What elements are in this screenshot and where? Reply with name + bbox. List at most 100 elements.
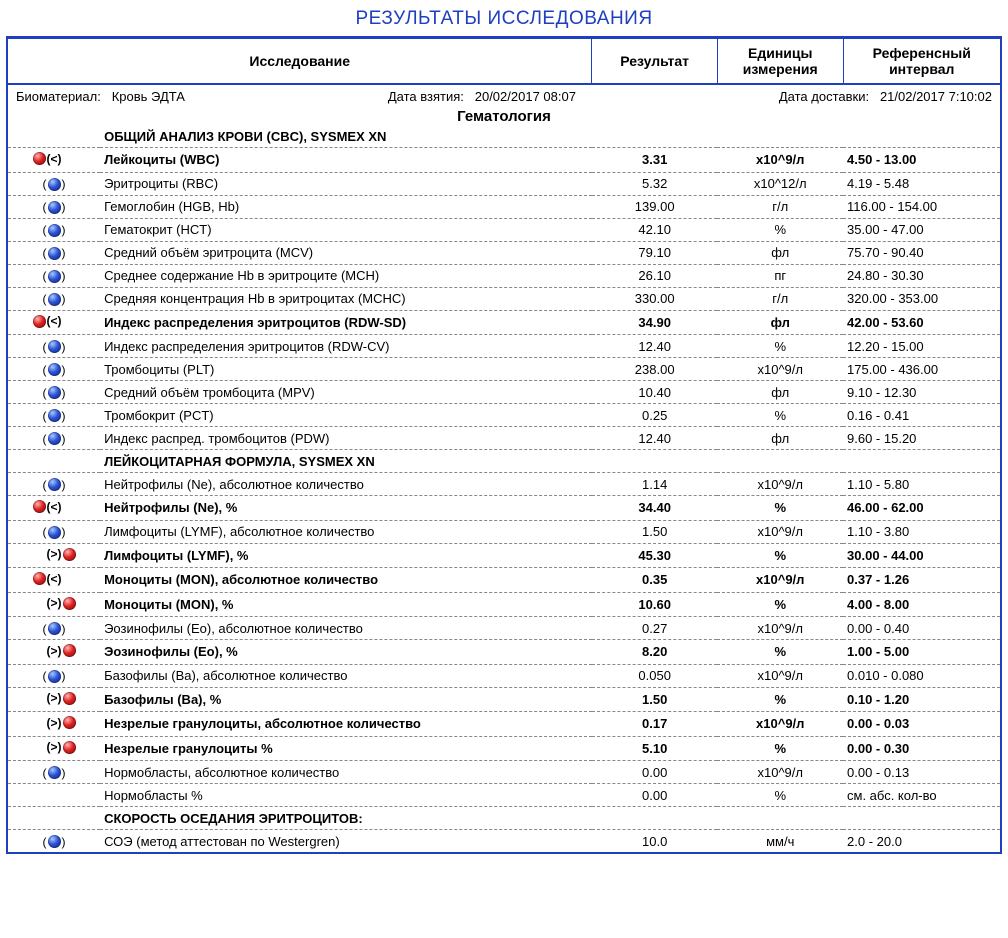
flag-normal-icon bbox=[48, 293, 61, 306]
param-result: 330.00 bbox=[592, 287, 718, 310]
param-reference: 4.00 - 8.00 bbox=[843, 592, 1000, 617]
result-row: ()Средний объём эритроцита (MCV)79.10фл7… bbox=[8, 241, 1000, 264]
flag-normal-icon bbox=[48, 622, 61, 635]
param-reference: 0.00 - 0.40 bbox=[843, 617, 1000, 640]
param-reference: 0.37 - 1.26 bbox=[843, 568, 1000, 593]
flag-high-paren: (>) bbox=[47, 691, 62, 705]
result-row: ()Тромбокрит (PCT)0.25%0.16 - 0.41 bbox=[8, 404, 1000, 427]
group-header: ЛЕЙКОЦИТАРНАЯ ФОРМУЛА, SYSMEX XN bbox=[8, 450, 1000, 473]
param-unit: x10^9/л bbox=[717, 148, 843, 173]
group-header: ОБЩИЙ АНАЛИЗ КРОВИ (CBC), SYSMEX XN bbox=[8, 125, 1000, 148]
result-row: Нормобласты %0.00%см. абс. кол-во bbox=[8, 784, 1000, 807]
param-name: Базофилы (Ba), абсолютное количество bbox=[100, 664, 592, 687]
param-name: Лимфоциты (LYMF), абсолютное количество bbox=[100, 520, 592, 543]
param-name: Нормобласты % bbox=[100, 784, 592, 807]
param-unit: % bbox=[717, 543, 843, 568]
param-reference: 30.00 - 44.00 bbox=[843, 543, 1000, 568]
date-taken-value: 20/02/2017 08:07 bbox=[475, 89, 576, 104]
param-unit: x10^9/л bbox=[717, 568, 843, 593]
col-research: Исследование bbox=[8, 39, 592, 84]
param-unit: x10^9/л bbox=[717, 473, 843, 496]
column-headers: Исследование Результат Единицы измерения… bbox=[8, 38, 1000, 84]
param-result: 0.35 bbox=[592, 568, 718, 593]
param-unit: x10^9/л bbox=[717, 712, 843, 737]
param-reference: 9.10 - 12.30 bbox=[843, 381, 1000, 404]
param-unit: % bbox=[717, 736, 843, 761]
param-result: 34.90 bbox=[592, 310, 718, 335]
param-reference: 320.00 - 353.00 bbox=[843, 287, 1000, 310]
param-result: 238.00 bbox=[592, 358, 718, 381]
result-row: ()Лимфоциты (LYMF), абсолютное количеств… bbox=[8, 520, 1000, 543]
meta-date-taken: Дата взятия: 20/02/2017 08:07 bbox=[388, 89, 576, 104]
param-unit: x10^9/л bbox=[717, 358, 843, 381]
flag-normal-icon bbox=[48, 340, 61, 353]
result-row: (>)Незрелые гранулоциты %5.10%0.00 - 0.3… bbox=[8, 736, 1000, 761]
result-row: (>)Незрелые гранулоциты, абсолютное коли… bbox=[8, 712, 1000, 737]
param-unit: г/л bbox=[717, 287, 843, 310]
flag-low-icon bbox=[33, 152, 46, 165]
param-unit: x10^12/л bbox=[717, 172, 843, 195]
result-row: (<)Нейтрофилы (Ne), %34.40%46.00 - 62.00 bbox=[8, 496, 1000, 521]
flag-low-paren: (<) bbox=[47, 500, 62, 514]
flag-high-paren: (>) bbox=[47, 716, 62, 730]
result-row: ()Индекс распред. тромбоцитов (PDW)12.40… bbox=[8, 427, 1000, 450]
param-unit: фл bbox=[717, 241, 843, 264]
flag-low-paren: (<) bbox=[47, 152, 62, 166]
param-unit: фл bbox=[717, 381, 843, 404]
param-result: 0.17 bbox=[592, 712, 718, 737]
result-row: (>)Эозинофилы (Eo), %8.20%1.00 - 5.00 bbox=[8, 640, 1000, 665]
group-header: СКОРОСТЬ ОСЕДАНИЯ ЭРИТРОЦИТОВ: bbox=[8, 807, 1000, 830]
param-result: 0.25 bbox=[592, 404, 718, 427]
param-result: 79.10 bbox=[592, 241, 718, 264]
param-result: 1.50 bbox=[592, 687, 718, 712]
param-name: Среднее содержание Hb в эритроците (MCH) bbox=[100, 264, 592, 287]
result-row: ()Эритроциты (RBC)5.32x10^12/л4.19 - 5.4… bbox=[8, 172, 1000, 195]
param-name: Лейкоциты (WBC) bbox=[100, 148, 592, 173]
result-row: ()Средний объём тромбоцита (MPV)10.40фл9… bbox=[8, 381, 1000, 404]
flag-high-paren: (>) bbox=[47, 547, 62, 561]
result-row: (>)Базофилы (Ba), %1.50%0.10 - 1.20 bbox=[8, 687, 1000, 712]
flag-low-icon bbox=[33, 315, 46, 328]
param-reference: см. абс. кол-во bbox=[843, 784, 1000, 807]
param-reference: 1.10 - 3.80 bbox=[843, 520, 1000, 543]
param-unit: x10^9/л bbox=[717, 617, 843, 640]
param-reference: 46.00 - 62.00 bbox=[843, 496, 1000, 521]
flag-normal-icon bbox=[48, 766, 61, 779]
param-result: 5.10 bbox=[592, 736, 718, 761]
flag-normal-icon bbox=[48, 835, 61, 848]
param-reference: 0.00 - 0.03 bbox=[843, 712, 1000, 737]
flag-high-paren: (>) bbox=[47, 596, 62, 610]
flag-normal-icon bbox=[48, 478, 61, 491]
flag-normal-icon bbox=[48, 670, 61, 683]
result-row: ()Гемоглобин (HGB, Hb)139.00г/л116.00 - … bbox=[8, 195, 1000, 218]
param-reference: 0.010 - 0.080 bbox=[843, 664, 1000, 687]
result-row: ()Тромбоциты (PLT)238.00x10^9/л175.00 - … bbox=[8, 358, 1000, 381]
param-reference: 0.00 - 0.13 bbox=[843, 761, 1000, 784]
date-delivered-value: 21/02/2017 7:10:02 bbox=[880, 89, 992, 104]
param-result: 42.10 bbox=[592, 218, 718, 241]
param-result: 10.0 bbox=[592, 830, 718, 853]
param-result: 1.50 bbox=[592, 520, 718, 543]
result-row: ()СОЭ (метод аттестован по Westergren)10… bbox=[8, 830, 1000, 853]
page-title: РЕЗУЛЬТАТЫ ИССЛЕДОВАНИЯ bbox=[6, 6, 1002, 36]
flag-high-icon bbox=[63, 741, 76, 754]
param-result: 0.00 bbox=[592, 784, 718, 807]
section-hematology: Гематология bbox=[8, 104, 1000, 125]
param-unit: % bbox=[717, 218, 843, 241]
group-header-label: ОБЩИЙ АНАЛИЗ КРОВИ (CBC), SYSMEX XN bbox=[100, 125, 592, 148]
param-result: 1.14 bbox=[592, 473, 718, 496]
flag-normal-icon bbox=[48, 178, 61, 191]
param-unit: мм/ч bbox=[717, 830, 843, 853]
param-name: Индекс распределения эритроцитов (RDW-CV… bbox=[100, 335, 592, 358]
param-name: СОЭ (метод аттестован по Westergren) bbox=[100, 830, 592, 853]
flag-high-paren: (>) bbox=[47, 644, 62, 658]
flag-high-icon bbox=[63, 548, 76, 561]
param-name: Средний объём тромбоцита (MPV) bbox=[100, 381, 592, 404]
param-reference: 12.20 - 15.00 bbox=[843, 335, 1000, 358]
result-row: ()Базофилы (Ba), абсолютное количество0.… bbox=[8, 664, 1000, 687]
meta-date-delivered: Дата доставки: 21/02/2017 7:10:02 bbox=[779, 89, 992, 104]
param-result: 45.30 bbox=[592, 543, 718, 568]
param-name: Индекс распределения эритроцитов (RDW-SD… bbox=[100, 310, 592, 335]
result-row: ()Средняя концентрация Hb в эритроцитах … bbox=[8, 287, 1000, 310]
param-result: 139.00 bbox=[592, 195, 718, 218]
